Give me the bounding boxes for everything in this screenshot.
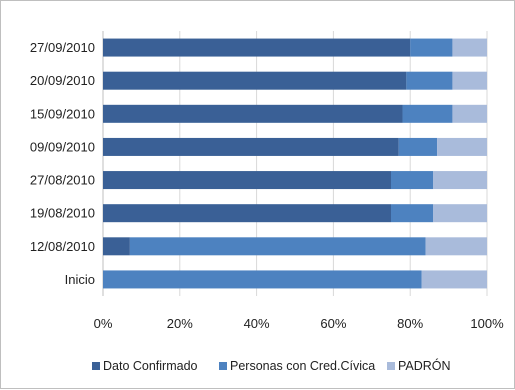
bar-segment — [452, 104, 487, 123]
bar-segment — [103, 137, 399, 156]
bar-segment — [103, 204, 391, 223]
x-tick-labels: 0% 20% 40% 60% 80% 100% — [94, 316, 504, 331]
bar-segment — [437, 137, 487, 156]
legend-label: Dato Confirmado — [103, 359, 198, 373]
category-label: 19/08/2010 — [30, 206, 95, 221]
bar-segment — [410, 38, 453, 57]
category-label: Inicio — [65, 272, 95, 287]
bar-segment — [103, 104, 403, 123]
x-tick-label: 0% — [94, 316, 113, 331]
legend-swatch — [387, 362, 395, 370]
x-tick-label: 100% — [470, 316, 504, 331]
bar-segment — [103, 237, 130, 256]
bars — [103, 38, 487, 289]
bar-segment — [103, 38, 411, 57]
bar-segment — [433, 204, 487, 223]
bar-segment — [391, 204, 434, 223]
legend-swatch — [92, 362, 100, 370]
bar-segment — [398, 137, 438, 156]
bar-segment — [421, 270, 487, 289]
x-tick-label: 20% — [167, 316, 193, 331]
legend-swatch — [219, 362, 227, 370]
legend-label: Personas con Cred.Cívica — [230, 359, 375, 373]
bar-segment — [391, 171, 434, 190]
grid-lines — [102, 31, 488, 296]
x-tick-label: 80% — [397, 316, 423, 331]
bar-segment — [129, 237, 426, 256]
bar-segment — [433, 171, 487, 190]
category-labels: 27/09/2010 20/09/2010 15/09/2010 09/09/2010… — [30, 40, 95, 287]
x-tick-label: 40% — [244, 316, 270, 331]
bar-segment — [452, 38, 487, 57]
category-label: 15/09/2010 — [30, 106, 95, 121]
legend-label: PADRÓN — [398, 358, 451, 373]
category-label: 27/09/2010 — [30, 40, 95, 55]
bar-segment — [103, 171, 391, 190]
category-label: 20/09/2010 — [30, 73, 95, 88]
bar-segment — [406, 71, 453, 90]
legend: Dato Confirmado Personas con Cred.Cívica P… — [92, 358, 451, 373]
bar-segment — [425, 237, 487, 256]
x-tick-label: 60% — [320, 316, 346, 331]
category-label: 12/08/2010 — [30, 239, 95, 254]
category-label: 09/09/2010 — [30, 139, 95, 154]
category-label: 27/08/2010 — [30, 173, 95, 188]
bar-segment — [452, 71, 487, 90]
bar-segment — [402, 104, 453, 123]
bar-segment — [103, 71, 407, 90]
bar-segment — [103, 270, 422, 289]
